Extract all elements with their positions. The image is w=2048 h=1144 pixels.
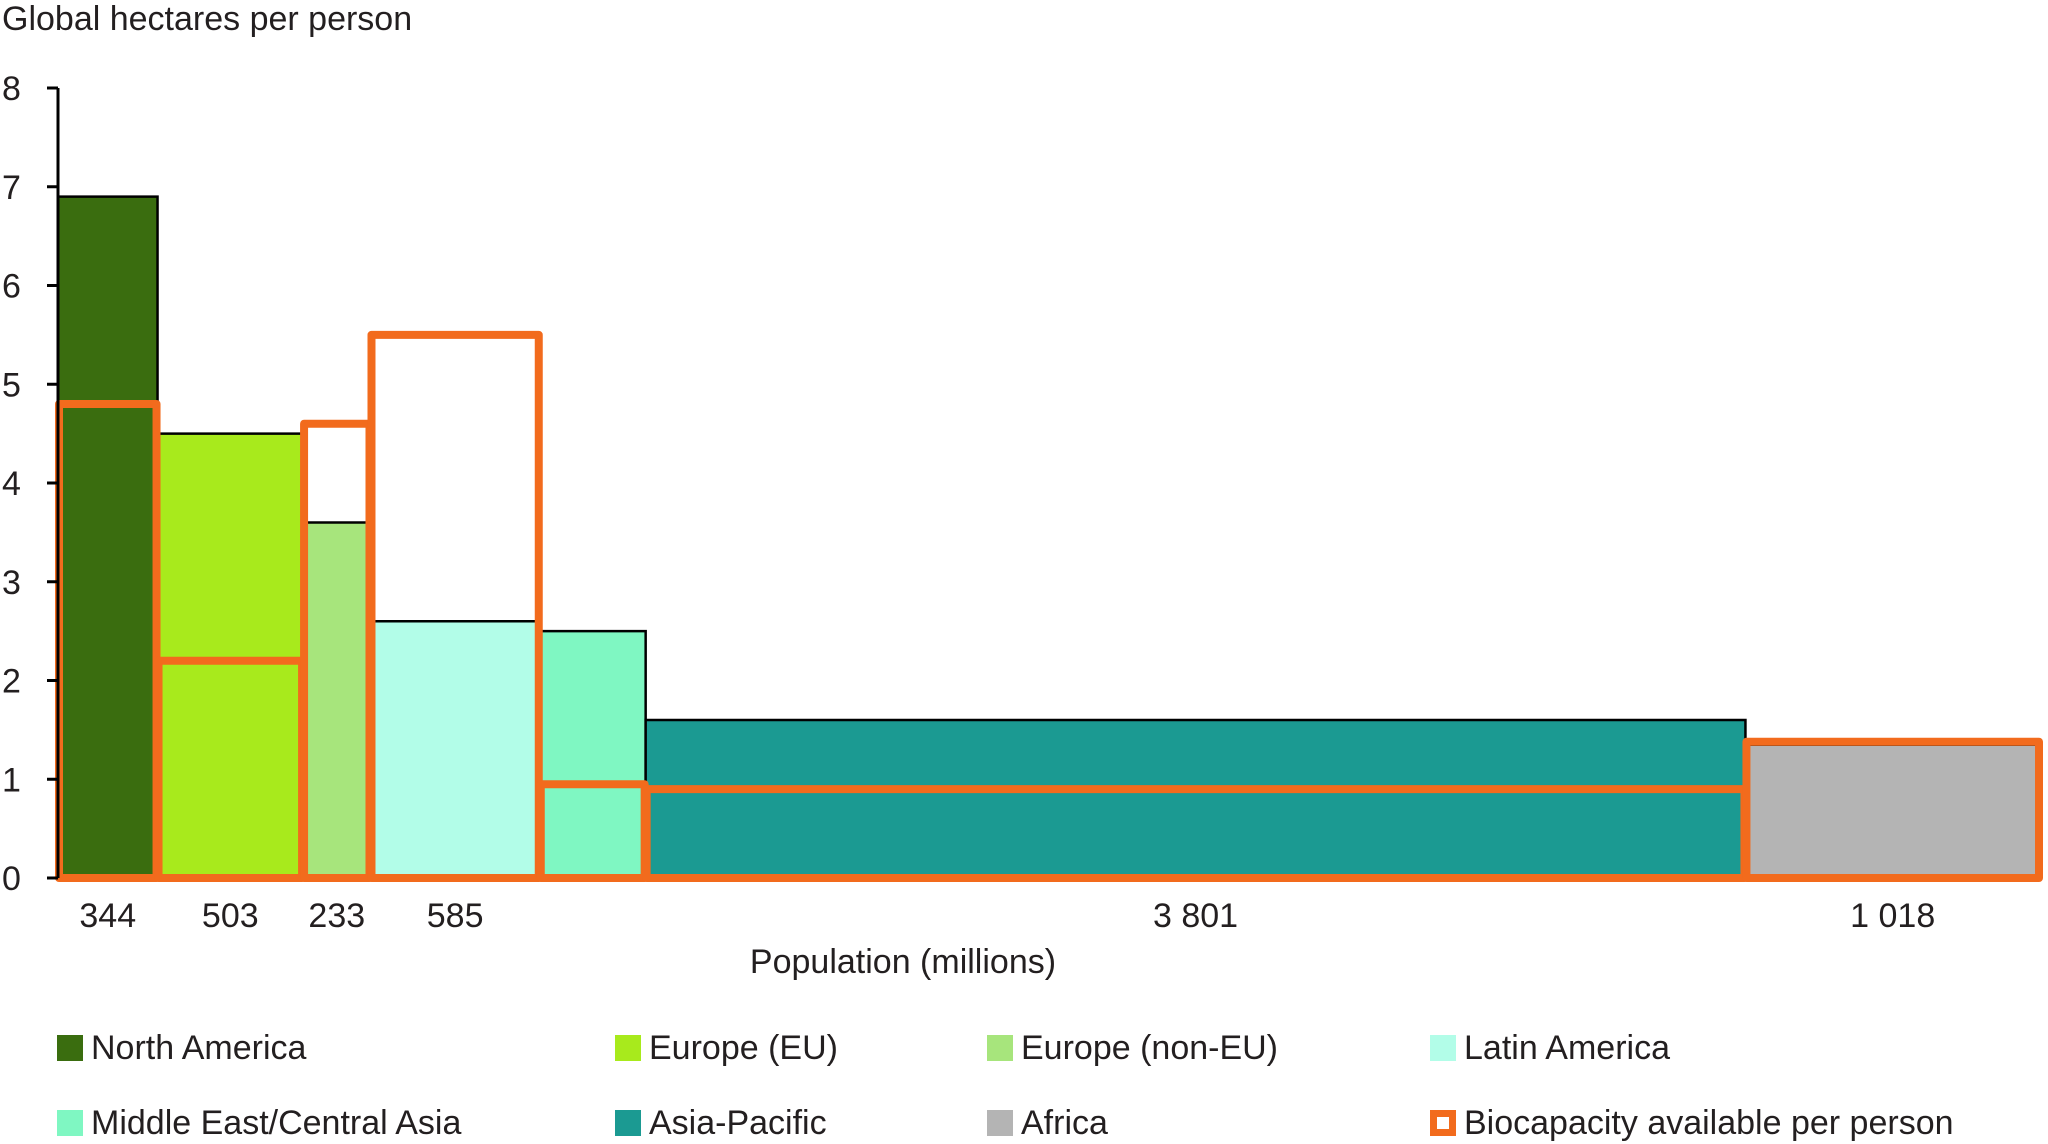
footprint-bar (301, 521, 372, 880)
population-label: 344 (79, 897, 136, 935)
y-tick-label: 4 (2, 465, 21, 503)
population-label: 3 801 (1153, 897, 1238, 935)
y-tick-label: 0 (2, 860, 21, 898)
y-tick-label: 7 (2, 169, 21, 207)
y-tick-label: 1 (2, 761, 21, 799)
y-tick-label: 2 (2, 663, 21, 701)
biocapacity-outline (1742, 737, 2043, 882)
population-label: 233 (308, 897, 365, 935)
footprint-bar (1744, 743, 2042, 880)
footprint-bars (56, 195, 2042, 880)
y-tick-label: 8 (2, 70, 21, 108)
footprint-bar (644, 718, 1747, 880)
footprint-bar (538, 629, 647, 880)
biocapacity-outline (367, 330, 543, 882)
footprint-bar (369, 620, 542, 880)
x-axis-title: Population (millions) (750, 943, 1056, 981)
footprint-bar (156, 432, 305, 880)
footprint-bar (56, 195, 159, 880)
y-tick-label: 5 (2, 366, 21, 404)
population-label: 1 018 (1850, 897, 1935, 935)
population-label: 585 (427, 897, 484, 935)
y-tick-label: 3 (2, 564, 21, 602)
y-tick-label: 6 (2, 268, 21, 306)
y-axis-title: Global hectares per person (2, 0, 412, 38)
x-axis-labels: 344 503 233 585 3 801 1 018 (79, 897, 1935, 935)
population-label: 503 (202, 897, 259, 935)
y-axis: 0 1 2 3 4 5 6 7 8 (2, 70, 60, 898)
